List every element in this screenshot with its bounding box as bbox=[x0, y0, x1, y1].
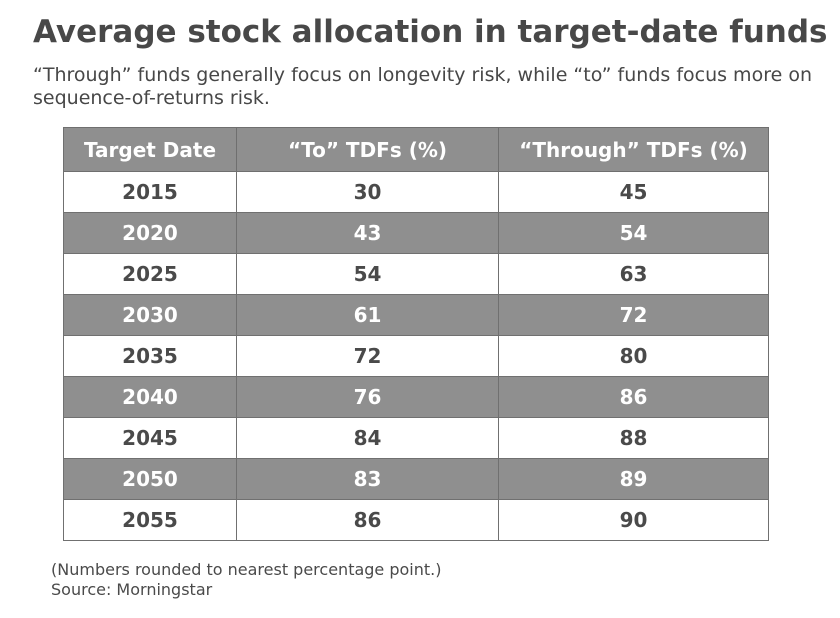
header-to-tdfs: “To” TDFs (%) bbox=[236, 127, 499, 172]
cell-target-date: 2015 bbox=[63, 171, 237, 213]
allocation-table-container: Target Date “To” TDFs (%) “Through” TDFs… bbox=[63, 127, 769, 541]
table-row: 2035 72 80 bbox=[63, 335, 769, 377]
cell-through-tdfs: 45 bbox=[498, 171, 769, 213]
cell-through-tdfs: 88 bbox=[498, 417, 769, 459]
cell-to-tdfs: 84 bbox=[236, 417, 499, 459]
cell-to-tdfs: 61 bbox=[236, 294, 499, 336]
cell-to-tdfs: 83 bbox=[236, 458, 499, 500]
table-row: 2045 84 88 bbox=[63, 417, 769, 459]
cell-to-tdfs: 76 bbox=[236, 376, 499, 418]
table-row: 2020 43 54 bbox=[63, 212, 769, 254]
cell-through-tdfs: 54 bbox=[498, 212, 769, 254]
cell-through-tdfs: 86 bbox=[498, 376, 769, 418]
cell-target-date: 2050 bbox=[63, 458, 237, 500]
footnote: (Numbers rounded to nearest percentage p… bbox=[51, 560, 441, 600]
rounding-note: (Numbers rounded to nearest percentage p… bbox=[51, 560, 442, 579]
cell-target-date: 2055 bbox=[63, 499, 237, 541]
cell-target-date: 2035 bbox=[63, 335, 237, 377]
table-header-row: Target Date “To” TDFs (%) “Through” TDFs… bbox=[63, 127, 769, 172]
cell-through-tdfs: 90 bbox=[498, 499, 769, 541]
cell-to-tdfs: 43 bbox=[236, 212, 499, 254]
header-through-tdfs: “Through” TDFs (%) bbox=[498, 127, 769, 172]
cell-target-date: 2045 bbox=[63, 417, 237, 459]
chart-subtitle: “Through” funds generally focus on longe… bbox=[33, 64, 812, 109]
header-target-date: Target Date bbox=[63, 127, 237, 172]
table-row: 2050 83 89 bbox=[63, 458, 769, 500]
table-row: 2025 54 63 bbox=[63, 253, 769, 295]
cell-target-date: 2030 bbox=[63, 294, 237, 336]
table-row: 2040 76 86 bbox=[63, 376, 769, 418]
cell-through-tdfs: 89 bbox=[498, 458, 769, 500]
cell-target-date: 2020 bbox=[63, 212, 237, 254]
cell-to-tdfs: 86 bbox=[236, 499, 499, 541]
cell-target-date: 2025 bbox=[63, 253, 237, 295]
allocation-table: Target Date “To” TDFs (%) “Through” TDFs… bbox=[63, 127, 769, 541]
cell-to-tdfs: 30 bbox=[236, 171, 499, 213]
cell-through-tdfs: 72 bbox=[498, 294, 769, 336]
cell-through-tdfs: 80 bbox=[498, 335, 769, 377]
table-row: 2030 61 72 bbox=[63, 294, 769, 336]
table-body: 2015 30 45 2020 43 54 2025 54 63 2030 61 72 2035 72 80… bbox=[63, 171, 769, 541]
table-row: 2055 86 90 bbox=[63, 499, 769, 541]
cell-to-tdfs: 72 bbox=[236, 335, 499, 377]
cell-target-date: 2040 bbox=[63, 376, 237, 418]
cell-through-tdfs: 63 bbox=[498, 253, 769, 295]
source-note: Source: Morningstar bbox=[51, 580, 213, 599]
table-row: 2015 30 45 bbox=[63, 171, 769, 213]
cell-to-tdfs: 54 bbox=[236, 253, 499, 295]
chart-title: Average stock allocation in target-date … bbox=[33, 14, 828, 50]
